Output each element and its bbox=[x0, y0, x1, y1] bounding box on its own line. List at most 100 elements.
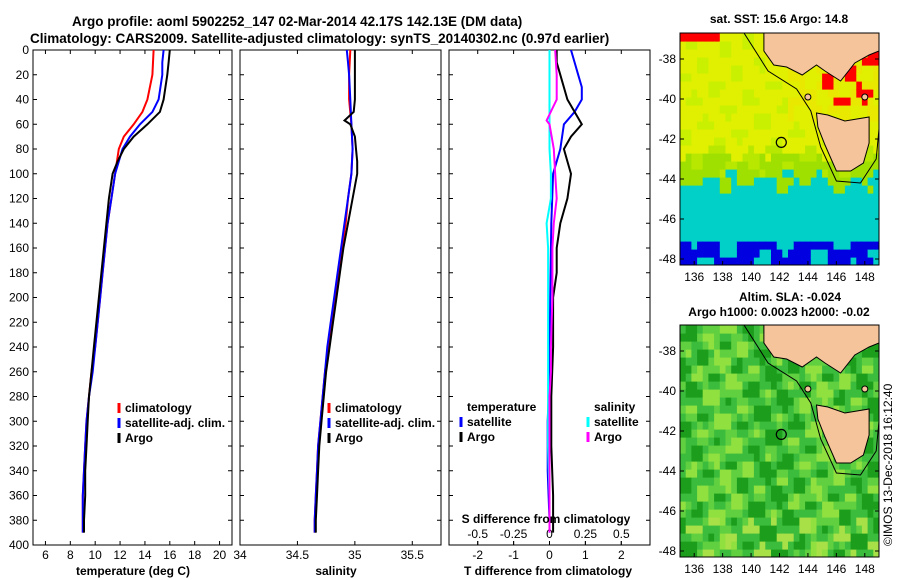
map-cell bbox=[731, 389, 738, 398]
map-cell bbox=[742, 105, 749, 114]
map-cell bbox=[691, 333, 698, 342]
lon-tick-label: 144 bbox=[798, 562, 818, 576]
map-cell bbox=[759, 73, 766, 82]
map-cell bbox=[691, 201, 698, 210]
map-cell bbox=[719, 217, 727, 226]
map-cell bbox=[691, 541, 698, 550]
map-cell bbox=[788, 161, 795, 170]
map-cell bbox=[691, 485, 698, 494]
map-cell bbox=[731, 381, 738, 390]
map-cell bbox=[771, 461, 778, 470]
map-cell bbox=[822, 161, 829, 170]
map-cell bbox=[799, 461, 806, 470]
map-cell bbox=[753, 129, 761, 138]
map-cell bbox=[850, 461, 857, 470]
map-cell bbox=[822, 453, 829, 462]
map-cell bbox=[753, 65, 761, 74]
map-cell bbox=[782, 233, 789, 242]
map-cell bbox=[680, 429, 687, 438]
depth-tick-label: 80 bbox=[16, 142, 30, 156]
map-cell bbox=[861, 469, 869, 478]
map-cell bbox=[725, 121, 732, 130]
map-cell bbox=[731, 429, 738, 438]
map-cell bbox=[725, 177, 732, 186]
legend-label: satellite-adj. clim. bbox=[335, 416, 435, 430]
map-cell bbox=[873, 389, 879, 398]
map-cell bbox=[816, 225, 823, 234]
map-cell bbox=[873, 381, 879, 390]
map-cell bbox=[702, 493, 709, 502]
map-cell bbox=[873, 193, 879, 202]
map-cell bbox=[861, 65, 869, 74]
map-cell bbox=[771, 373, 778, 382]
map-cell bbox=[799, 129, 806, 138]
map-cell bbox=[816, 233, 823, 242]
map-cell bbox=[719, 389, 727, 398]
map-cell bbox=[805, 437, 812, 446]
map-cell bbox=[685, 349, 692, 358]
map-cell bbox=[827, 381, 835, 390]
map-cell bbox=[771, 217, 778, 226]
map-cell bbox=[725, 73, 732, 82]
map-cell bbox=[691, 65, 698, 74]
map-cell bbox=[805, 225, 812, 234]
map-cell bbox=[702, 145, 709, 154]
map-cell bbox=[702, 509, 709, 518]
map-cell bbox=[816, 525, 823, 534]
map-cell bbox=[822, 209, 829, 218]
map-cell bbox=[793, 33, 800, 34]
map-cell bbox=[719, 201, 727, 210]
map-cell bbox=[731, 65, 738, 74]
legend-label: Argo bbox=[125, 431, 153, 445]
map-cell bbox=[702, 81, 709, 90]
map-cell bbox=[856, 365, 863, 374]
map-cell bbox=[867, 65, 874, 74]
map-cell bbox=[742, 201, 749, 210]
map-cell bbox=[736, 405, 744, 414]
depth-tick-label: 140 bbox=[9, 216, 29, 230]
map-cell bbox=[873, 453, 879, 462]
map-cell bbox=[788, 209, 795, 218]
map-cell bbox=[702, 121, 709, 130]
map-cell bbox=[793, 461, 800, 470]
sla-map-panel: Altim. SLA: -0.024 Argo h1000: 0.0023 h2… bbox=[659, 290, 880, 576]
map-cell bbox=[748, 169, 755, 178]
figure-title-line1: Argo profile: aoml 5902252_147 02-Mar-20… bbox=[72, 14, 522, 29]
temperature-axis-ticks: 6 8 10 12 14 16 18 20 bbox=[42, 50, 227, 562]
legend-label: Argo bbox=[467, 430, 495, 444]
map-cell bbox=[793, 137, 800, 146]
map-cell bbox=[810, 453, 818, 462]
map-cell bbox=[685, 509, 692, 518]
map-cell bbox=[810, 429, 818, 438]
map-cell bbox=[736, 185, 744, 194]
map-cell bbox=[873, 225, 879, 234]
map-cell bbox=[685, 185, 692, 194]
map-cell bbox=[702, 185, 709, 194]
map-cell bbox=[731, 57, 738, 66]
map-cell bbox=[736, 341, 744, 350]
map-cell bbox=[680, 33, 687, 34]
map-cell bbox=[691, 73, 698, 82]
map-cell bbox=[867, 429, 874, 438]
map-cell bbox=[708, 437, 715, 446]
map-cell bbox=[731, 257, 738, 265]
map-cell bbox=[765, 153, 772, 162]
map-cell bbox=[702, 325, 709, 334]
map-cell bbox=[691, 365, 698, 374]
map-cell bbox=[873, 421, 879, 430]
map-cell bbox=[771, 129, 778, 138]
map-cell bbox=[742, 57, 749, 66]
map-cell bbox=[856, 525, 863, 534]
map-cell bbox=[822, 541, 829, 550]
map-cell bbox=[719, 413, 727, 422]
sla-map-ticks: 136 138 140 142 144 146 148-38-40-42-44-46-48 bbox=[659, 344, 879, 576]
map-cell bbox=[680, 341, 687, 350]
map-cell bbox=[793, 225, 800, 234]
map-cell bbox=[742, 185, 749, 194]
map-cell bbox=[759, 65, 766, 74]
map-cell bbox=[799, 73, 806, 82]
map-cell bbox=[873, 241, 879, 250]
map-cell bbox=[753, 429, 761, 438]
map-cell bbox=[782, 113, 789, 122]
